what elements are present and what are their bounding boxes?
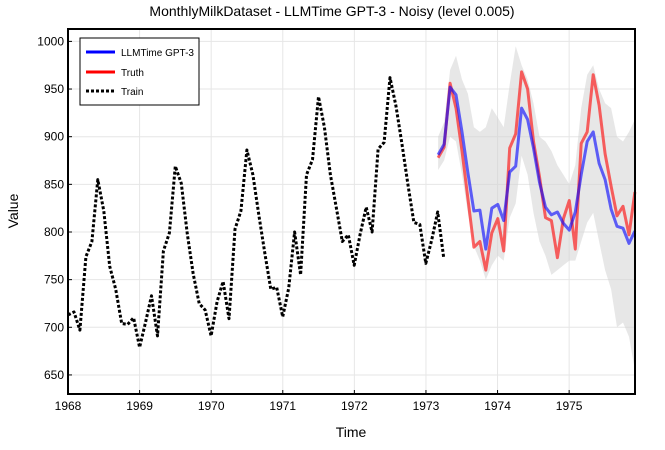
legend-label-train: Train [121,87,143,98]
legend-label-truth: Truth [121,68,144,79]
chart-title: MonthlyMilkDataset - LLMTime GPT-3 - Noi… [149,3,514,19]
plot-frame [67,28,636,395]
llmtime-series-line [436,85,637,251]
prediction-band-layer [438,46,635,371]
grid [67,29,635,394]
x-tick-label: 1974 [484,399,511,413]
x-tick-label: 1970 [198,399,225,413]
y-tick-label: 650 [44,368,64,382]
series-layer [67,70,637,349]
prediction-interval-band [438,46,635,371]
y-tick-label: 750 [44,273,64,287]
legend-label-llmtime: LLMTime GPT-3 [121,48,194,59]
x-tick-label: 1973 [413,399,440,413]
y-tick-label: 800 [44,225,64,239]
x-tick-label: 1972 [341,399,368,413]
y-tick-label: 950 [44,82,64,96]
x-tick-label: 1969 [126,399,153,413]
x-tick-label: 1971 [269,399,296,413]
axis-ticks: 1968 1969 1970 1971 1972 1973 1974 1975 650 700 75… [37,34,583,413]
train-series-line [67,76,446,349]
legend: LLMTime GPT-3 Truth Train [79,37,200,106]
x-tick-label: 1968 [55,399,82,413]
y-tick-label: 1000 [37,34,64,48]
y-tick-label: 700 [44,320,64,334]
y-axis-title: Value [5,193,21,228]
x-tick-label: 1975 [556,399,583,413]
y-tick-label: 900 [44,130,64,144]
y-tick-label: 850 [44,177,64,191]
x-axis-title: Time [336,424,367,440]
